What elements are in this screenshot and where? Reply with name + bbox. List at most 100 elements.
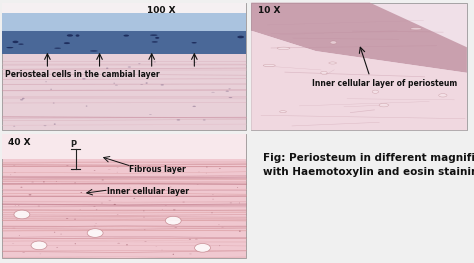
Ellipse shape [106, 68, 109, 69]
Ellipse shape [86, 105, 87, 107]
Ellipse shape [191, 42, 197, 43]
Ellipse shape [14, 210, 30, 219]
Ellipse shape [31, 241, 47, 250]
Ellipse shape [152, 41, 158, 43]
Ellipse shape [329, 62, 337, 64]
Ellipse shape [263, 64, 275, 67]
Ellipse shape [15, 205, 16, 206]
Ellipse shape [237, 187, 238, 188]
Ellipse shape [117, 243, 120, 244]
Ellipse shape [195, 244, 210, 252]
Ellipse shape [228, 88, 231, 89]
Ellipse shape [66, 165, 69, 166]
Ellipse shape [36, 75, 39, 76]
Ellipse shape [239, 231, 241, 232]
Ellipse shape [330, 41, 337, 44]
Ellipse shape [219, 168, 221, 169]
Ellipse shape [277, 47, 290, 49]
Ellipse shape [96, 209, 97, 210]
Ellipse shape [149, 114, 152, 115]
Ellipse shape [173, 209, 175, 210]
Ellipse shape [143, 169, 146, 170]
Bar [2, 3, 246, 130]
Bar [2, 134, 246, 258]
Polygon shape [251, 31, 467, 130]
Ellipse shape [206, 166, 208, 168]
Ellipse shape [55, 48, 61, 49]
Ellipse shape [117, 167, 118, 168]
Ellipse shape [18, 43, 24, 45]
Ellipse shape [211, 92, 215, 93]
Ellipse shape [31, 182, 34, 183]
Ellipse shape [64, 42, 70, 44]
Ellipse shape [12, 41, 18, 43]
Ellipse shape [146, 82, 148, 84]
Ellipse shape [161, 84, 164, 85]
Ellipse shape [94, 170, 95, 171]
Ellipse shape [173, 254, 174, 255]
Ellipse shape [170, 186, 172, 187]
Ellipse shape [128, 67, 131, 68]
Text: Inner cellular layer: Inner cellular layer [107, 187, 189, 196]
Ellipse shape [28, 194, 31, 195]
Ellipse shape [193, 62, 197, 63]
Ellipse shape [56, 247, 58, 248]
Ellipse shape [66, 218, 68, 219]
Ellipse shape [18, 205, 19, 206]
Ellipse shape [13, 126, 15, 127]
Ellipse shape [114, 204, 116, 205]
Ellipse shape [19, 235, 20, 236]
Ellipse shape [22, 98, 25, 99]
Ellipse shape [108, 169, 110, 170]
Ellipse shape [93, 206, 96, 207]
Ellipse shape [50, 89, 52, 90]
Ellipse shape [379, 103, 389, 107]
Ellipse shape [75, 243, 76, 244]
Ellipse shape [439, 94, 447, 97]
Ellipse shape [143, 210, 145, 211]
Ellipse shape [13, 165, 15, 166]
Ellipse shape [124, 35, 129, 37]
Text: Periosteal cells in the cambial layer: Periosteal cells in the cambial layer [5, 70, 159, 79]
Ellipse shape [14, 172, 16, 173]
Ellipse shape [81, 192, 82, 193]
Ellipse shape [280, 111, 286, 113]
Ellipse shape [67, 34, 73, 37]
Ellipse shape [155, 37, 159, 39]
Ellipse shape [150, 34, 157, 36]
Text: 10 X: 10 X [258, 7, 281, 16]
Ellipse shape [74, 182, 76, 183]
Ellipse shape [90, 50, 98, 52]
Ellipse shape [203, 119, 206, 120]
Polygon shape [251, 3, 467, 73]
Bar [2, 134, 246, 159]
Ellipse shape [133, 198, 135, 199]
Ellipse shape [177, 119, 180, 121]
Ellipse shape [20, 99, 23, 100]
Ellipse shape [226, 90, 229, 92]
Ellipse shape [76, 34, 80, 37]
Ellipse shape [212, 194, 213, 195]
Bar [2, 3, 246, 34]
Ellipse shape [82, 78, 86, 79]
Ellipse shape [44, 125, 46, 126]
Text: Fibrous layer: Fibrous layer [129, 165, 186, 174]
Ellipse shape [72, 170, 74, 171]
Ellipse shape [126, 244, 128, 245]
Ellipse shape [410, 28, 422, 30]
Ellipse shape [22, 252, 25, 253]
Ellipse shape [165, 216, 181, 225]
Text: Inner cellular layer of periosteum: Inner cellular layer of periosteum [311, 79, 457, 88]
Ellipse shape [80, 209, 81, 210]
Ellipse shape [87, 229, 103, 237]
Ellipse shape [192, 106, 196, 107]
Text: P: P [70, 140, 76, 149]
Ellipse shape [54, 232, 55, 233]
Bar [2, 31, 246, 54]
Ellipse shape [117, 214, 118, 215]
Ellipse shape [162, 209, 163, 210]
Ellipse shape [46, 81, 47, 82]
Ellipse shape [43, 181, 45, 182]
Ellipse shape [95, 223, 97, 224]
Bar [251, 3, 467, 130]
